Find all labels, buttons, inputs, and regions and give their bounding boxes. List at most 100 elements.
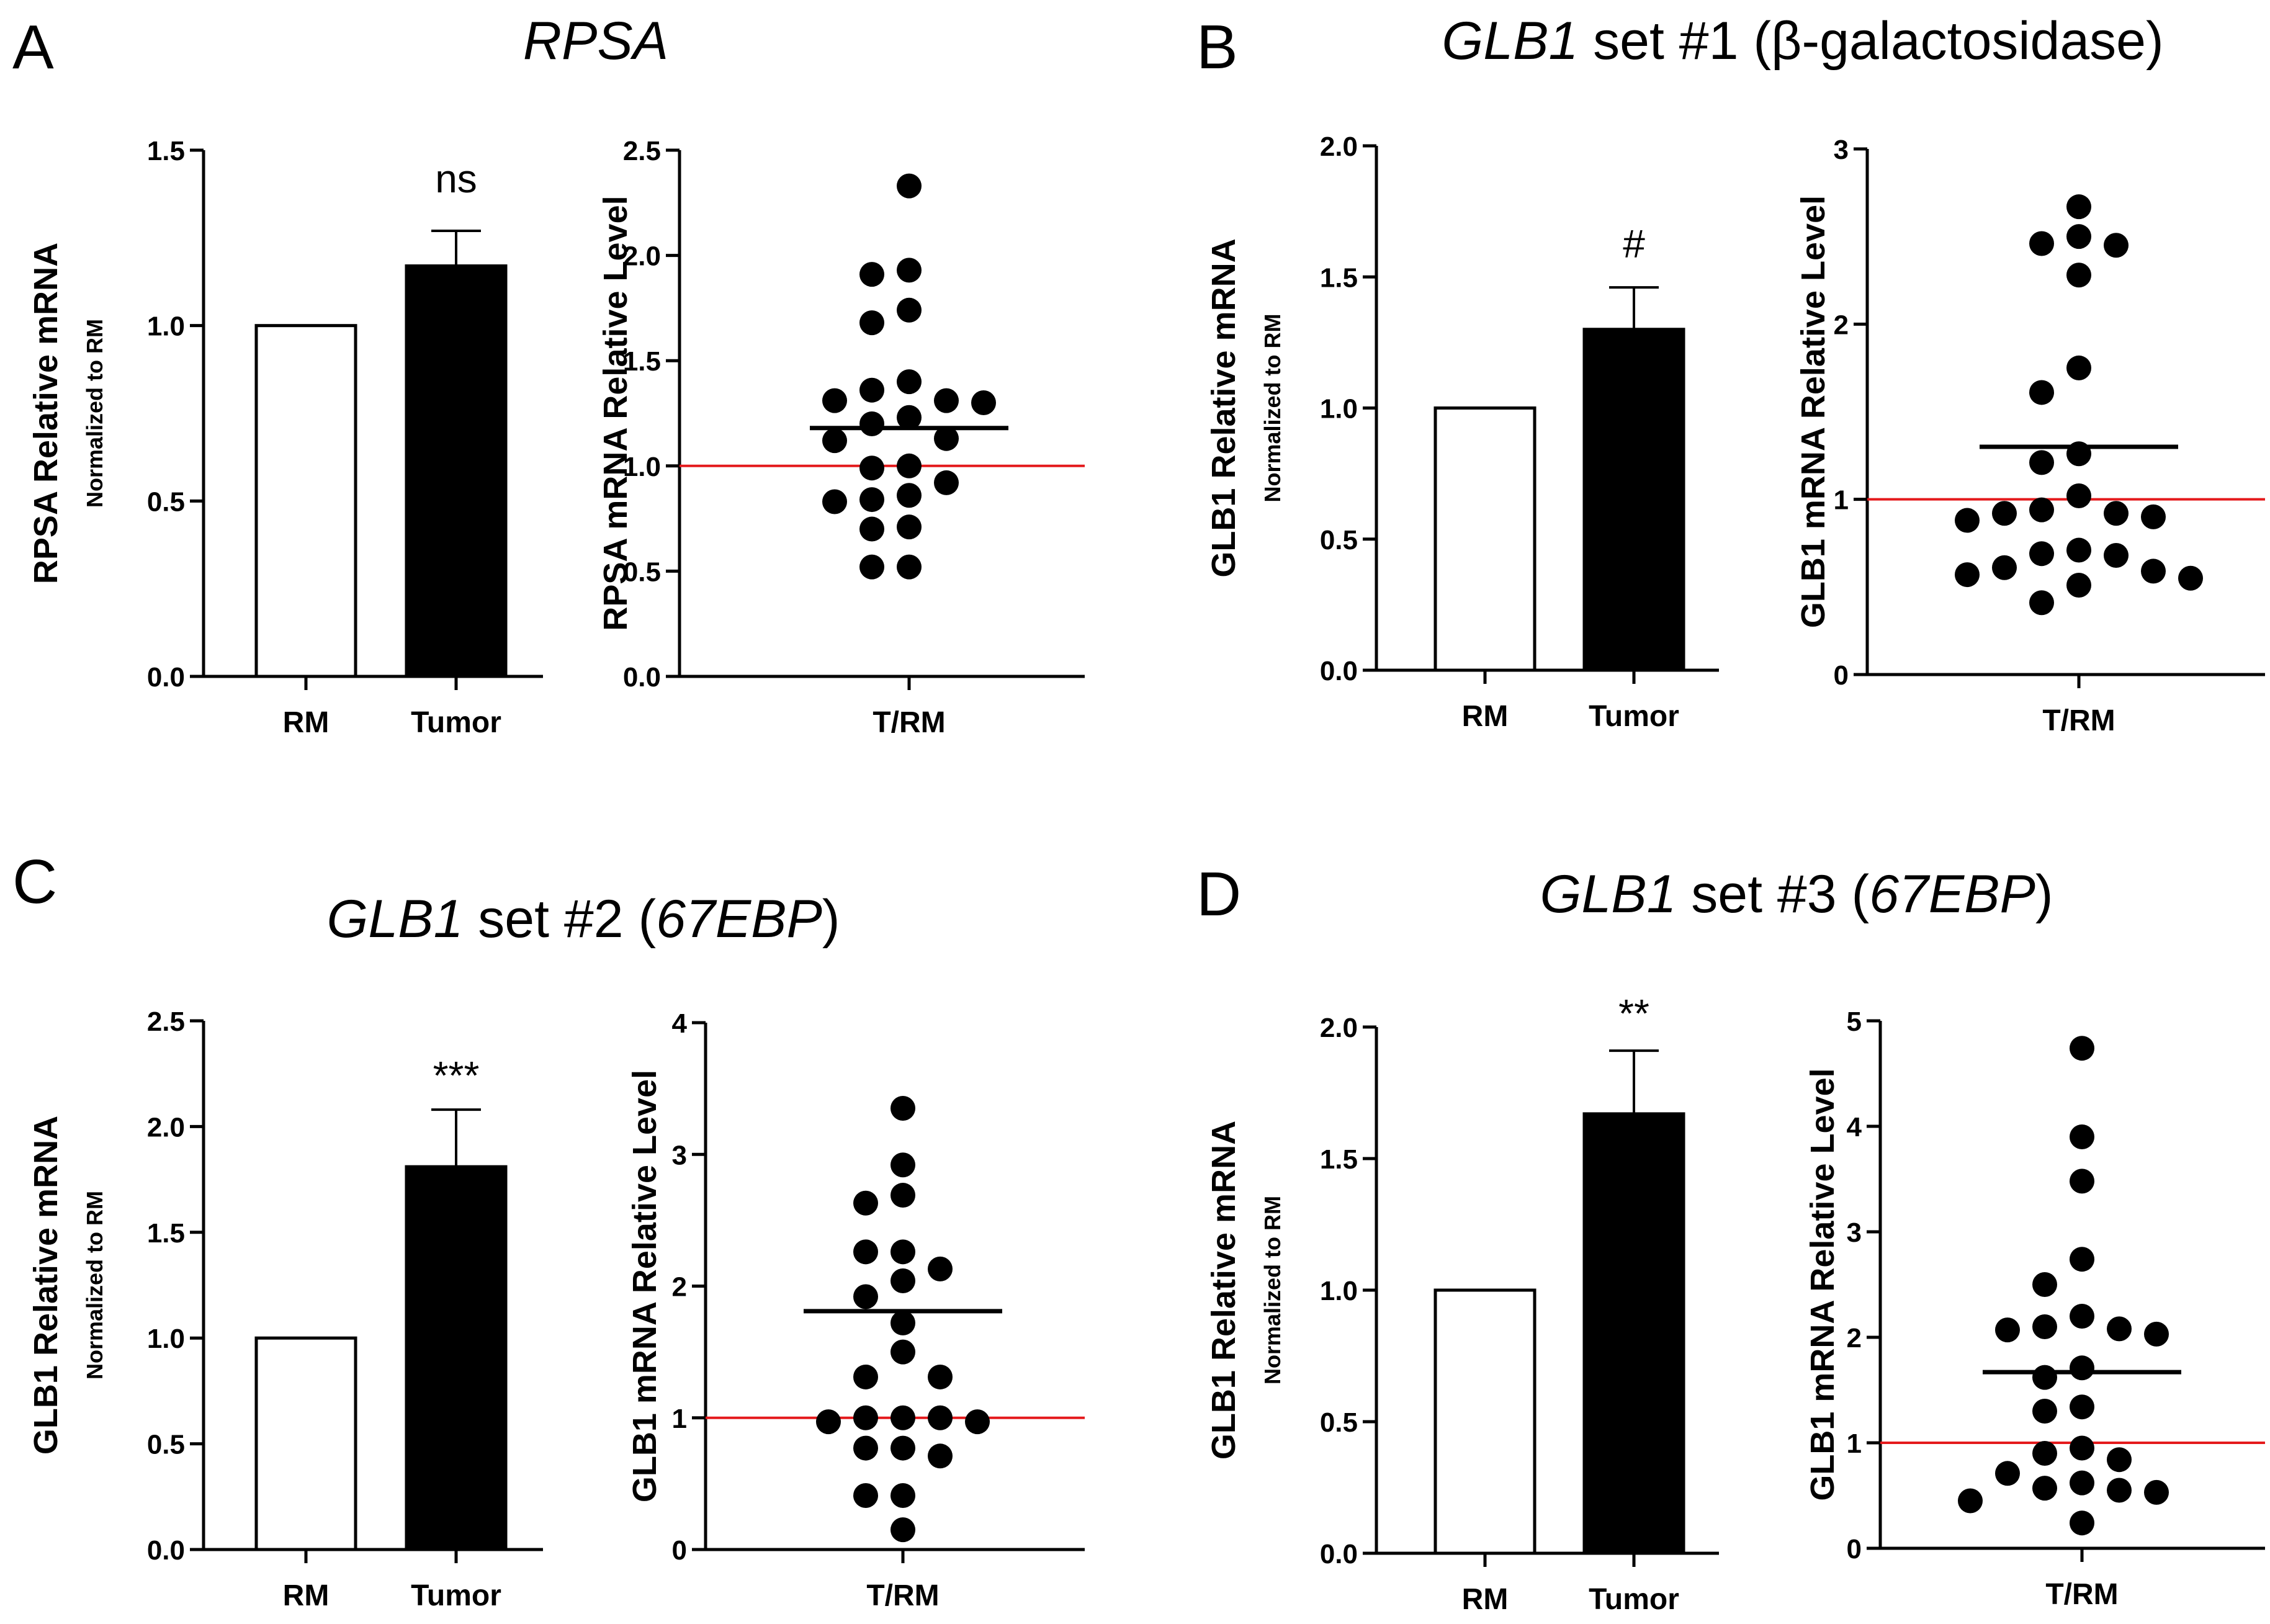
data-point [816, 1409, 841, 1435]
y-tick-label: 1.5 [1320, 262, 1358, 293]
data-point [2066, 355, 2091, 380]
bar-rm [1433, 406, 1537, 672]
data-point [891, 1339, 915, 1365]
y-tick-label: 2.0 [147, 1112, 185, 1142]
significance-label: ** [1618, 991, 1649, 1036]
y-tick-label: 0.0 [1320, 1539, 1358, 1569]
data-point [2104, 543, 2129, 568]
x-tick-label: Tumor [411, 706, 501, 739]
data-point [2070, 1470, 2094, 1496]
data-point [897, 453, 922, 478]
data-point [2107, 1316, 2132, 1342]
data-point [891, 1152, 915, 1178]
scatter-chart: 0 1 2 3 4 5 T/RM GLB1 mRNA Relative Level [1804, 1007, 2265, 1611]
y-tick-label: 0.0 [147, 662, 185, 693]
y-axis-subtitle: Normalized to RM [1260, 1196, 1285, 1384]
scatter-chart: 0 1 2 3 4 T/RM GLB1 mRNA Relative Level [626, 1008, 1085, 1612]
y-tick-label: 0.0 [1320, 656, 1358, 686]
data-point [853, 1239, 878, 1265]
y-tick-label: 0.0 [623, 662, 661, 693]
bar-rm [254, 324, 357, 678]
y-axis-title: GLB1 Relative mRNA [27, 1116, 65, 1455]
data-point [2066, 483, 2091, 509]
data-point [2070, 1394, 2094, 1420]
y-tick-label: 3 [1847, 1218, 1862, 1248]
y-tick-label: 0 [672, 1535, 687, 1566]
data-point [822, 489, 847, 514]
panel-label: A [12, 12, 54, 82]
bar-rm [1433, 1288, 1537, 1555]
x-tick-label: T/RM [866, 1579, 939, 1612]
data-point [928, 1405, 953, 1430]
y-axis-title: GLB1 Relative mRNA [1205, 238, 1242, 577]
y-tick-label: 2.5 [623, 136, 661, 166]
data-point [859, 262, 884, 287]
data-point [897, 258, 922, 283]
data-point [2029, 231, 2054, 256]
data-point [853, 1483, 878, 1508]
y-tick-label: 0.5 [147, 487, 185, 517]
panel-title: RPSA [523, 11, 668, 71]
y-tick-label: 0.0 [147, 1535, 185, 1566]
bar-tumor [1582, 328, 1685, 672]
data-point [2032, 1476, 2057, 1501]
x-tick-label: Tumor [411, 1579, 501, 1612]
data-point [928, 1256, 953, 1281]
data-point [2141, 504, 2166, 529]
y-axis-title: RPSA Relative mRNA [27, 243, 65, 584]
data-point [2032, 1441, 2057, 1466]
panel-D: D GLB1 set #3 (67EBP) 0.0 0.5 1.0 1.5 2.0 RM Tum… [1196, 859, 2265, 1616]
bar-rm [254, 1336, 357, 1551]
y-axis-title: GLB1 mRNA Relative Level [1795, 195, 1832, 628]
panel-title: GLB1 set #1 (β-galactosidase) [1442, 11, 2163, 71]
data-point [822, 388, 847, 413]
data-point [1992, 501, 2017, 526]
data-point [2104, 233, 2129, 258]
data-point [859, 554, 884, 580]
data-point [891, 1483, 915, 1508]
data-point [2141, 559, 2166, 584]
data-point [1958, 1488, 1983, 1514]
data-point [853, 1190, 878, 1216]
data-point [859, 487, 884, 513]
data-point [1992, 555, 2017, 580]
data-point [2070, 1124, 2094, 1149]
data-point [822, 428, 847, 454]
title-part: GLB1 [1442, 11, 1578, 71]
y-tick-label: 1.5 [1320, 1144, 1358, 1175]
data-point [928, 1364, 953, 1389]
data-point [934, 426, 959, 451]
data-point [897, 405, 922, 430]
title-part: GLB1 [326, 889, 463, 949]
data-point [2070, 1355, 2094, 1381]
data-point [2178, 565, 2203, 591]
title-part: 67EBP [1869, 864, 2035, 924]
data-point [2070, 1435, 2094, 1461]
y-tick-label: 0.5 [147, 1430, 185, 1460]
y-tick-label: 2 [1834, 310, 1849, 340]
x-tick-label: RM [1462, 700, 1509, 733]
data-point [891, 1095, 915, 1121]
y-tick-label: 1.5 [623, 346, 661, 377]
data-point [1955, 562, 1980, 588]
y-tick-label: 0.5 [623, 557, 661, 587]
y-tick-label: 2.0 [1320, 132, 1358, 162]
x-tick-label: T/RM [2042, 704, 2115, 737]
title-part: ) [2035, 864, 2053, 924]
y-axis-title: RPSA mRNA Relative Level [597, 195, 634, 630]
bar-chart: 0.0 0.5 1.0 1.5 RM Tumor ns RPSA Relative mRNA N… [27, 136, 543, 739]
data-point [891, 1183, 915, 1208]
y-tick-label: 4 [672, 1008, 688, 1039]
data-point [891, 1268, 915, 1294]
data-point [2032, 1365, 2057, 1390]
data-point [2029, 450, 2054, 475]
data-point [2029, 541, 2054, 567]
y-tick-label: 1.5 [147, 136, 185, 166]
y-tick-label: 1 [672, 1404, 687, 1434]
panel-B: B GLB1 set #1 (β-galactosidase) 0.0 0.5 1.0 1… [1196, 11, 2265, 737]
scatter-chart: 0 1 2 3 T/RM GLB1 mRNA Relative Level [1795, 135, 2265, 737]
x-tick-label: RM [1462, 1583, 1509, 1616]
data-point [891, 1310, 915, 1335]
data-point [2032, 1314, 2057, 1339]
